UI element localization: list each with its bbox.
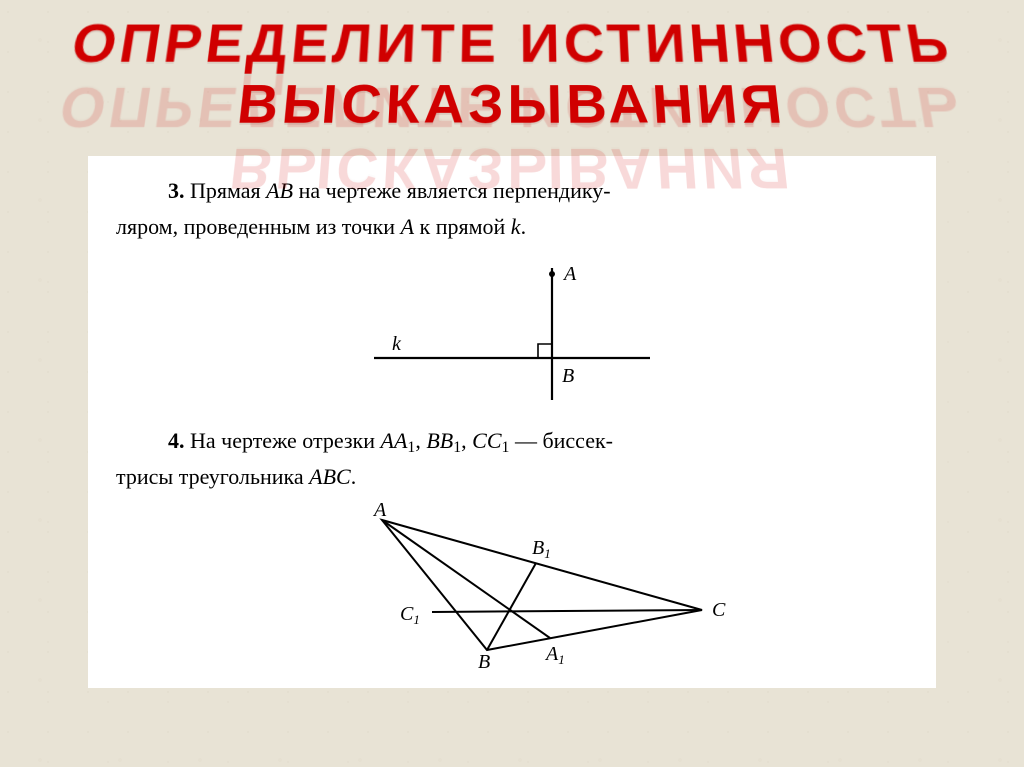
label-A2: A: [372, 500, 387, 521]
label-A1: A1: [544, 643, 565, 667]
label-B2: B: [478, 651, 490, 670]
problem-4-text: 4. На чертеже отрезки AA1, BB1, CC1 — би…: [116, 424, 908, 458]
problem-3-number: 3.: [168, 178, 185, 203]
title-line-2: ВЫСКАЗЫВАНИЯ: [235, 72, 790, 136]
slide-title: ОПРЕДЕЛИТЕ ИСТИННОСТЬ ВЫСКАЗЫВАНИЯ: [0, 0, 1024, 136]
label-k: k: [392, 333, 402, 355]
diagram-perpendicular: A B k: [362, 250, 662, 410]
label-A: A: [562, 263, 577, 285]
label-B: B: [562, 365, 574, 387]
problem-4-text-line2: трисы треугольника ABC.: [116, 460, 908, 494]
label-B1: B1: [532, 537, 551, 561]
label-C1: C1: [400, 603, 420, 627]
diagram-triangle: A B C A1 B1 C1: [282, 500, 742, 670]
problem-4-number: 4.: [168, 428, 185, 453]
problem-3-text-line2: ляром, проведенным из точки A к прямой k…: [116, 210, 908, 244]
problem-3-text: 3. Прямая AB на чертеже является перпенд…: [116, 174, 908, 208]
label-C2: C: [712, 599, 726, 621]
content-panel: 3. Прямая AB на чертеже является перпенд…: [88, 156, 936, 688]
title-line-1: ОПРЕДЕЛИТЕ ИСТИННОСТЬ: [67, 11, 957, 75]
